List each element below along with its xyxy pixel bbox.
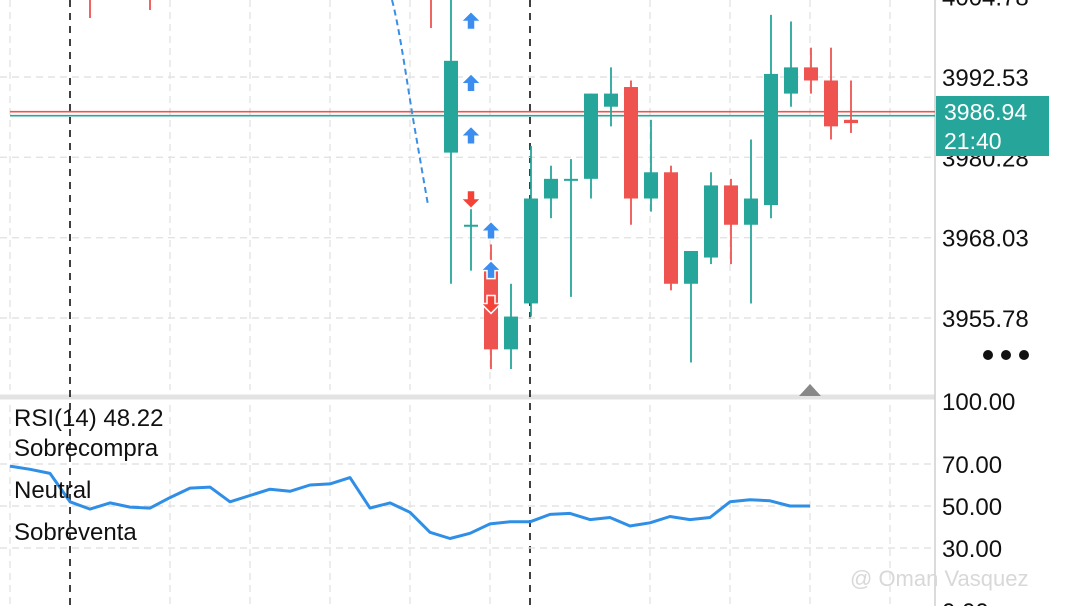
candle [444, 0, 458, 284]
candle-body [584, 93, 598, 179]
rsi-title: RSI(14) 48.22 [14, 405, 164, 432]
overbought-label: Sobrecompra [14, 435, 159, 462]
candle-body [644, 172, 658, 199]
candle-body [844, 119, 858, 124]
buy-signal-arrow-icon [459, 10, 483, 31]
price-tick-label: 3992.53 [942, 65, 1029, 92]
candle [564, 159, 578, 297]
candle-body [764, 73, 778, 206]
buy-signal-arrow-icon [459, 72, 483, 93]
candle [524, 146, 538, 317]
oversold-label: Sobreventa [14, 519, 137, 546]
more-dot-icon [1019, 350, 1029, 360]
candle-body [504, 316, 518, 350]
candle [430, 0, 432, 29]
moving-average-line [391, 0, 429, 206]
candle-body [444, 60, 458, 153]
sell-signal-arrow-icon [459, 189, 483, 210]
candle [544, 165, 558, 219]
neutral-label: Neutral [14, 477, 92, 504]
candle [664, 165, 678, 291]
last-price-badge: 3986.94 21:40 [936, 96, 1049, 156]
signal-arrows [459, 10, 503, 315]
candle-body [464, 224, 478, 227]
price-tick-label: 4004.78 [942, 0, 1029, 12]
candle-body [564, 178, 578, 181]
price-axis: 4004.783992.533980.283968.033955.78100.0… [942, 0, 1029, 611]
candle [684, 250, 698, 363]
candle-body [724, 185, 738, 225]
candle-body [804, 67, 818, 81]
candle [764, 14, 778, 219]
sell-signal-arrow-icon [479, 294, 503, 315]
candle [724, 178, 738, 265]
candle [844, 80, 858, 133]
candle [584, 93, 598, 199]
rsi-tick-label: 100.00 [942, 389, 1015, 416]
scroll-to-latest-icon[interactable] [799, 384, 821, 396]
buy-signal-arrow-icon [479, 259, 503, 280]
candle [624, 80, 638, 225]
candle [784, 21, 798, 107]
candle [644, 119, 658, 212]
moving-average-line [391, 0, 429, 206]
price-tick-label: 3955.78 [942, 306, 1029, 333]
candle [824, 47, 838, 140]
candle [504, 283, 518, 370]
rsi-tick-label: 30.00 [942, 536, 1002, 563]
more-options-button[interactable] [976, 340, 1036, 370]
candle-body [524, 198, 538, 304]
watermark-text: @ Oman Vasquez [850, 566, 1029, 591]
buy-signal-arrow-icon [479, 220, 503, 241]
candle [744, 139, 758, 304]
candle-body [784, 67, 798, 94]
candle-body [824, 80, 838, 127]
rsi-tick-label: 70.00 [942, 452, 1002, 479]
candle-body [624, 87, 638, 199]
rsi-line [9, 464, 810, 540]
rsi-tick-label: 0.00 [942, 599, 989, 606]
candle [704, 172, 718, 265]
candle [464, 205, 478, 271]
candle-body [704, 185, 718, 258]
candle-body [664, 172, 678, 284]
last-price: 3986.94 [944, 99, 1028, 125]
rsi-tick-label: 50.00 [942, 494, 1002, 521]
more-dot-icon [1001, 350, 1011, 360]
candle-body [604, 93, 618, 107]
candle-body [544, 178, 558, 199]
candle-body [684, 250, 698, 284]
candlesticks [89, 0, 858, 370]
candle [804, 47, 818, 94]
price-tick-label: 3968.03 [942, 226, 1029, 253]
candle-body [744, 198, 758, 225]
candle-countdown: 21:40 [944, 128, 1002, 154]
rsi-panel [9, 464, 810, 540]
more-dot-icon [983, 350, 993, 360]
candle [604, 67, 618, 127]
buy-signal-arrow-icon [459, 125, 483, 145]
